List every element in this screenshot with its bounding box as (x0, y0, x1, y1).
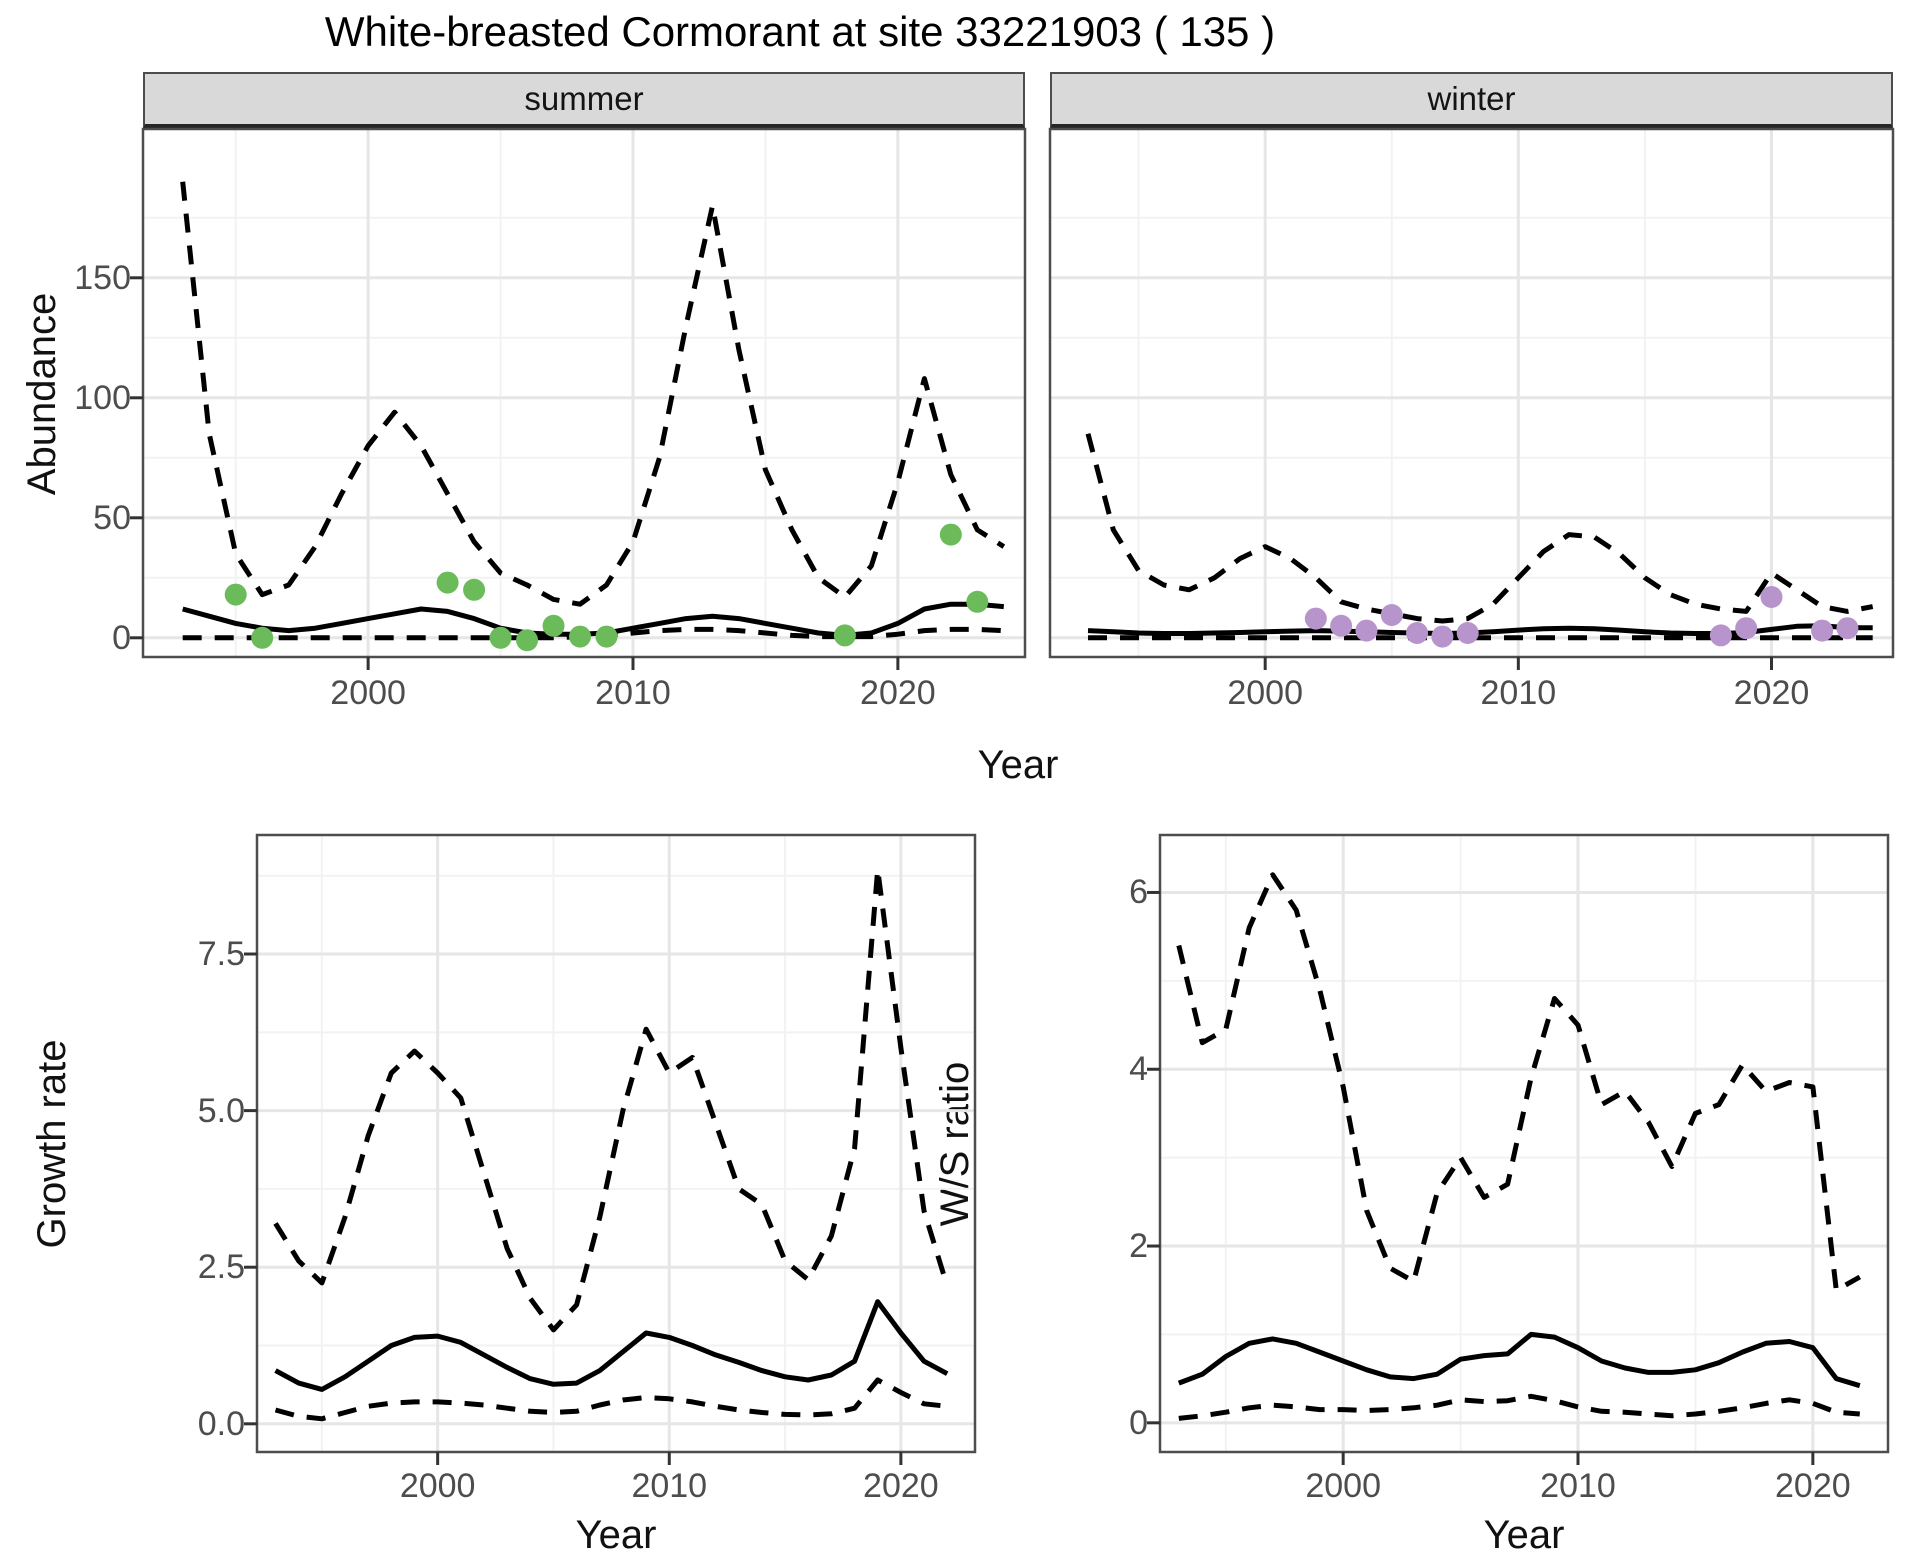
observation-point (1431, 625, 1454, 648)
panel-growth_rate (244, 833, 977, 1465)
y-tick-label: 50 (93, 498, 131, 537)
observation-point (1406, 622, 1429, 644)
panel-abundance_winter (1048, 127, 1895, 670)
upper-95ci-line (1085, 433, 1874, 624)
observation-point (1760, 586, 1783, 608)
y-tick-label: 100 (74, 378, 131, 417)
observation-point (1304, 607, 1327, 630)
x-tick-label: 2010 (1540, 1467, 1616, 1505)
observation-point (1355, 619, 1378, 642)
facet-strip-winter: winter (1050, 72, 1893, 129)
panel-border (1048, 127, 1895, 659)
upper-95ci-line (273, 867, 950, 1333)
observation-point (569, 625, 592, 648)
panel-border (255, 833, 977, 1454)
panel-border (1158, 833, 1890, 1454)
observation-point (542, 614, 565, 637)
facet-strip-summer: summer (143, 72, 1025, 129)
plot-title: White-breasted Cormorant at site 3322190… (324, 8, 1276, 55)
observation-point (1330, 614, 1353, 637)
panel-ws_ratio (1147, 833, 1890, 1465)
upper-95ci-line (180, 181, 1006, 607)
observation-point (1811, 619, 1834, 642)
x-tick-label: 2010 (631, 1467, 708, 1505)
y-tick-label: 4 (1129, 1050, 1148, 1089)
observation-point (1836, 617, 1859, 640)
observation-point (966, 590, 989, 613)
observation-point (489, 626, 512, 649)
x-tick-label: 2020 (863, 1467, 939, 1505)
median-line (1177, 1331, 1861, 1389)
observation-point (939, 523, 962, 546)
lower-95ci-line (274, 1377, 948, 1422)
y-tick-label: 2.5 (197, 1248, 245, 1287)
panel-abundance_summer (130, 127, 1027, 670)
x-tick-label: 2010 (595, 674, 671, 712)
x-tick-label: 2000 (330, 674, 406, 712)
y-tick-label: 7.5 (197, 935, 245, 973)
panel-border (141, 127, 1027, 659)
y-tick-label: 2 (1129, 1227, 1148, 1266)
observation-point (1380, 604, 1403, 626)
lower-95ci-line (1178, 1393, 1860, 1421)
observation-point (251, 626, 274, 649)
y-tick-label: 150 (74, 258, 131, 297)
observation-point (436, 571, 459, 594)
x-tick-label: 2020 (1775, 1467, 1851, 1505)
upper-95ci-line (1176, 872, 1862, 1293)
y-tick-label: 0 (112, 618, 131, 657)
x-tick-label: 2010 (1480, 674, 1557, 712)
y-tick-label: 0.0 (197, 1404, 245, 1443)
x-axis-label-year-top: Year (977, 743, 1059, 787)
observation-point (833, 624, 856, 647)
x-tick-label: 2000 (399, 1467, 476, 1505)
observation-point (1709, 624, 1732, 647)
median-line (182, 601, 1005, 638)
y-tick-label: 6 (1129, 873, 1148, 912)
facet-strip-winter-label: winter (1427, 80, 1516, 117)
x-tick-label: 2020 (1733, 674, 1810, 712)
x-axis-label-year-growth: Year (575, 1513, 657, 1557)
x-tick-label: 2000 (1305, 1467, 1381, 1505)
x-tick-label: 2000 (1227, 674, 1303, 712)
observation-point (1735, 617, 1758, 640)
observation-point (516, 629, 539, 652)
y-tick-label: 0 (1129, 1403, 1148, 1442)
facet-strip-summer-label: summer (524, 80, 644, 117)
x-tick-label: 2020 (860, 674, 936, 712)
lower-95ci-line (182, 626, 1004, 641)
observation-point (595, 625, 618, 648)
observation-point (463, 578, 486, 601)
x-axis-label-year-ws: Year (1483, 1513, 1565, 1557)
observation-point (1456, 622, 1479, 644)
median-line (274, 1299, 949, 1392)
y-tick-label: 5.0 (197, 1091, 245, 1130)
observation-point (224, 583, 247, 606)
